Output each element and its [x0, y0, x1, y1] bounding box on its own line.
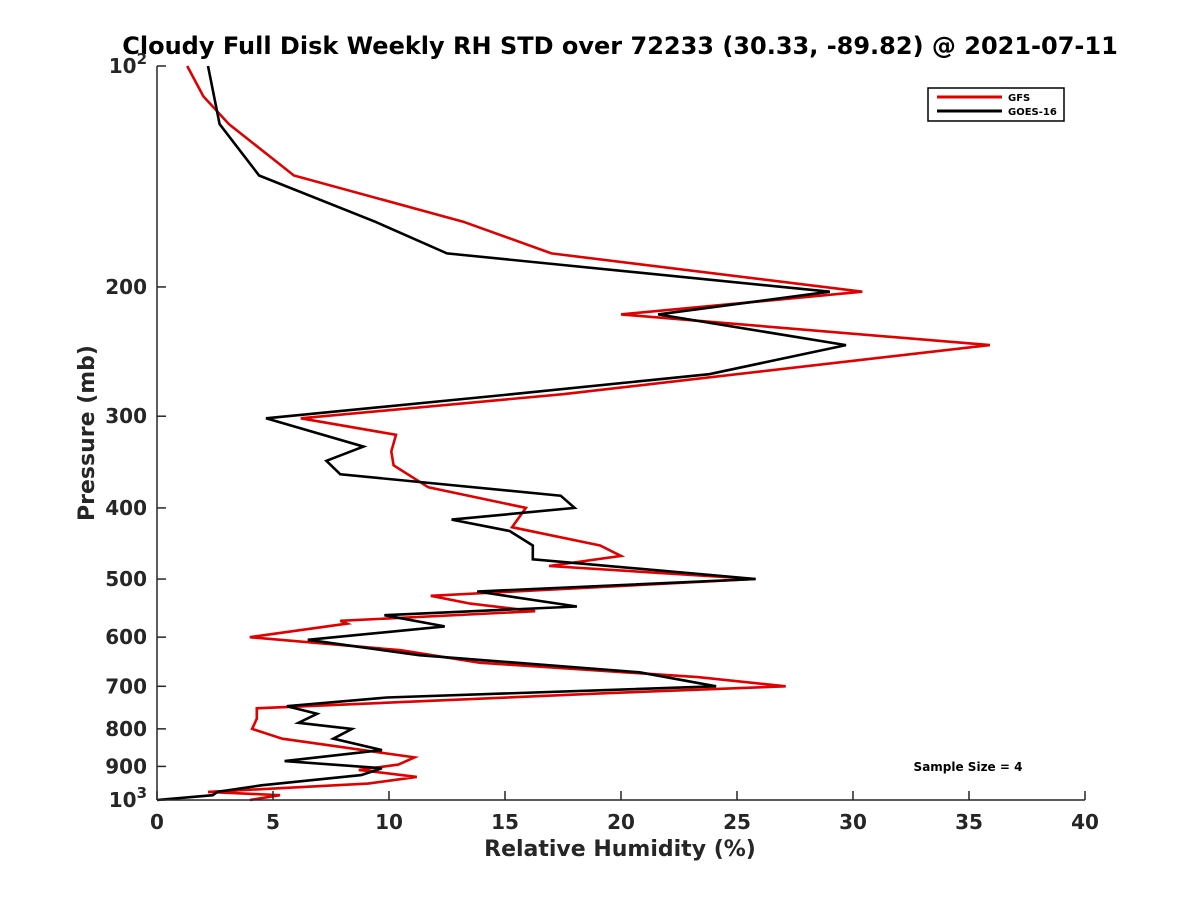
x-tick-label: 0 — [150, 810, 164, 834]
x-tick-label: 15 — [491, 810, 519, 834]
x-tick-label: 30 — [839, 810, 867, 834]
y-tick-label: 800 — [105, 717, 147, 741]
x-tick-label: 20 — [607, 810, 635, 834]
series-line-gfs — [186, 65, 991, 802]
x-tick-label: 35 — [955, 810, 983, 834]
legend-label-goes16: GOES-16 — [1008, 107, 1057, 118]
y-tick-label: 102 — [109, 50, 147, 78]
y-axis-label: Pressure (mb) — [75, 345, 100, 521]
axes: 0 5 10 15 20 25 30 35 40 102 200 300 400 500 600 700 800… — [105, 50, 1099, 834]
x-tick-label: 25 — [723, 810, 751, 834]
x-tick-label: 5 — [266, 810, 280, 834]
x-tick-label: 40 — [1071, 810, 1099, 834]
y-tick-label: 600 — [105, 625, 147, 649]
x-axis-label: Relative Humidity (%) — [484, 837, 756, 862]
y-tick-label: 900 — [105, 754, 147, 778]
y-tick-label: 103 — [109, 784, 147, 812]
x-tick-label: 10 — [375, 810, 403, 834]
legend-label-gfs: GFS — [1008, 93, 1030, 104]
y-tick-label: 200 — [105, 275, 147, 299]
y-tick-label: 700 — [105, 674, 147, 698]
plot-lines — [156, 65, 991, 802]
sample-size-annotation: Sample Size = 4 — [914, 760, 1023, 774]
series-line-goes16 — [156, 65, 847, 802]
legend-box — [927, 87, 1065, 122]
y-tick-label: 400 — [105, 496, 147, 520]
y-tick-label: 300 — [105, 404, 147, 428]
chart-title: Cloudy Full Disk Weekly RH STD over 7223… — [122, 32, 1118, 60]
y-tick-label: 500 — [105, 567, 147, 591]
legend: GFS GOES-16 — [927, 87, 1065, 122]
